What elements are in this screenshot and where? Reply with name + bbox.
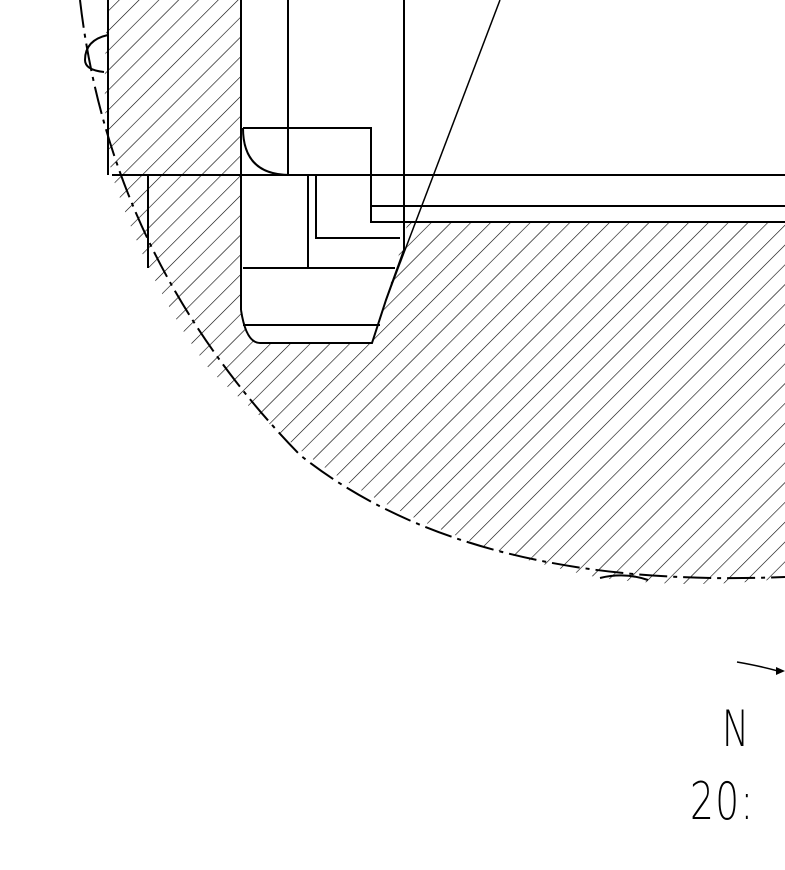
inner-step — [315, 175, 400, 239]
section-hatching — [104, 0, 785, 584]
detail-identifier: N — [722, 700, 751, 758]
boundary-hump — [599, 574, 649, 581]
hatch-bottom-body — [210, 222, 785, 584]
detail-scale: 20: — [690, 772, 755, 832]
detail-boundary — [79, 0, 785, 580]
hatch-left-lower — [112, 175, 258, 370]
hatch-left-wall — [104, 0, 241, 175]
arrow-head-icon — [776, 667, 785, 675]
construction-line — [385, 0, 501, 301]
part-outline — [83, 0, 785, 344]
left-notch — [83, 34, 109, 73]
detail-boundary-arc — [79, 0, 785, 580]
plug-outline — [240, 0, 405, 344]
leader-arrow — [736, 661, 785, 675]
fillet-arc — [242, 127, 291, 176]
